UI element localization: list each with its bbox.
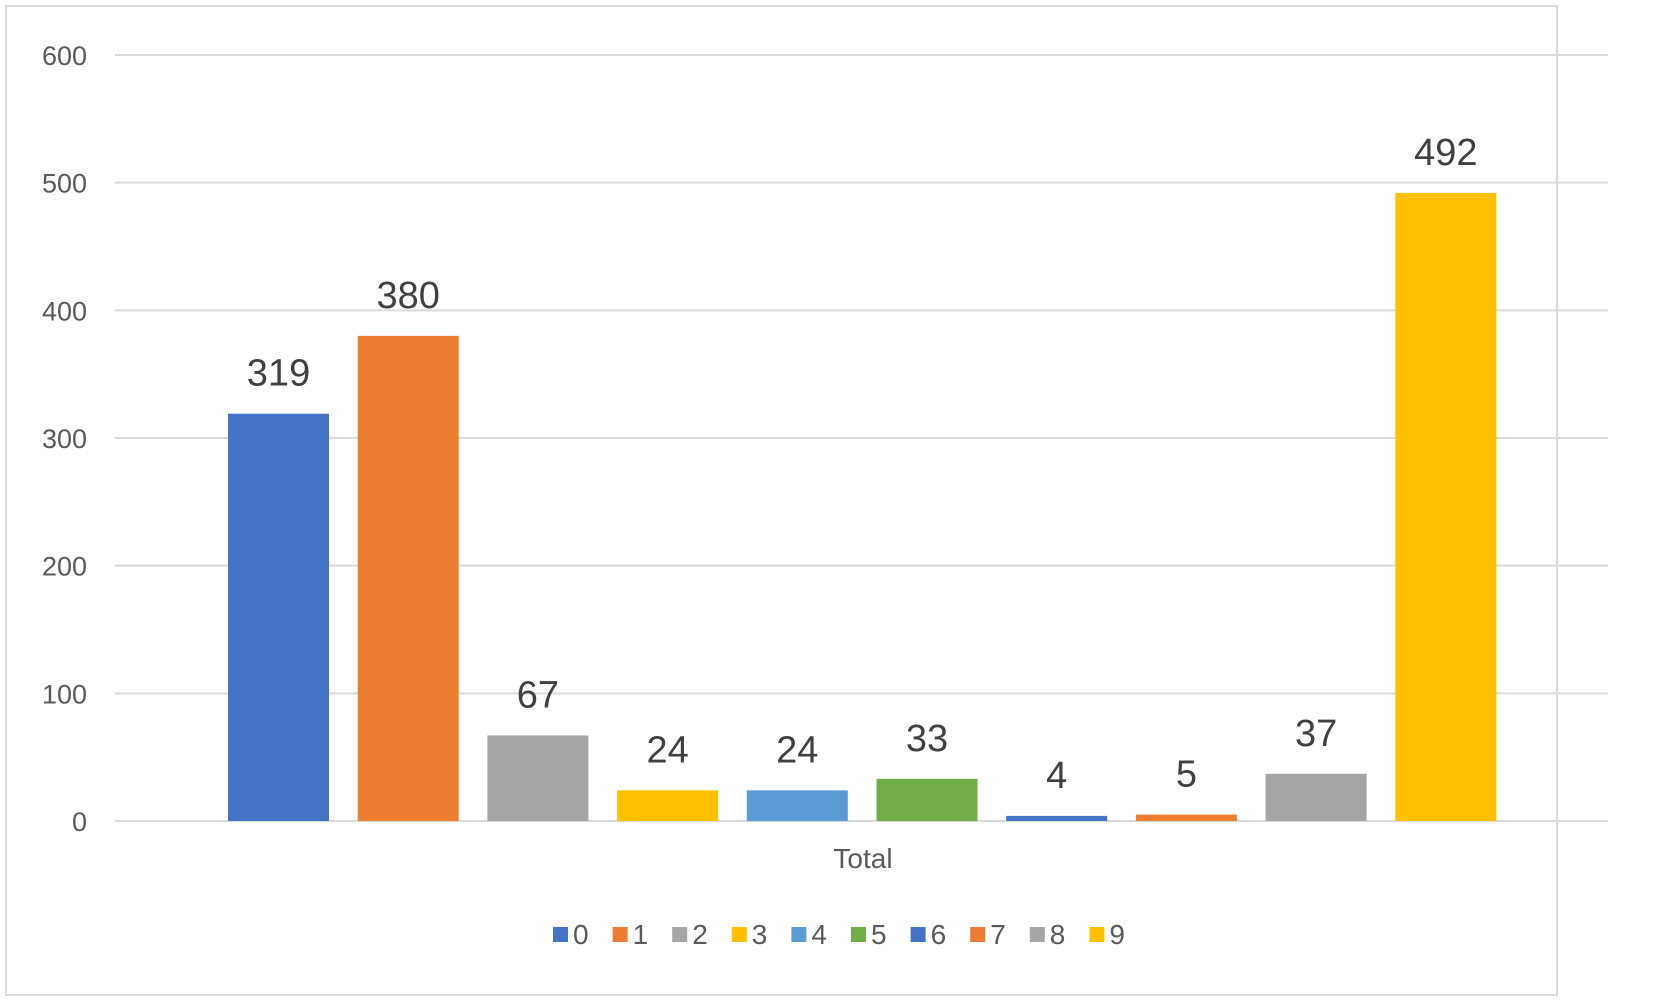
data-label-series-2: 67 xyxy=(517,674,559,716)
legend-swatch xyxy=(612,927,628,942)
legend-item-3: 3 xyxy=(731,919,768,950)
data-labels: 319 380 67 24 24 33 4 5 37 492 xyxy=(247,132,1478,797)
legend-swatch xyxy=(791,927,807,942)
data-label-series-1: 380 xyxy=(376,275,439,317)
legend-label: 8 xyxy=(1050,919,1066,950)
bar-series-6 xyxy=(1006,815,1108,821)
y-tick-label: 100 xyxy=(42,679,87,709)
legend-swatch xyxy=(553,927,568,942)
bar-series-4 xyxy=(746,790,848,821)
bar-series-0 xyxy=(228,413,329,821)
legend-item-9: 9 xyxy=(1089,919,1125,950)
legend-swatch xyxy=(851,927,866,942)
bar-series-2 xyxy=(487,735,589,821)
bar-series-9 xyxy=(1395,192,1497,821)
y-tick-label: 500 xyxy=(42,169,87,199)
y-tick-label: 600 xyxy=(42,41,87,71)
legend-swatch xyxy=(731,927,747,942)
data-label-series-0: 319 xyxy=(247,353,310,395)
data-label-series-7: 5 xyxy=(1176,754,1197,796)
data-label-series-3: 24 xyxy=(646,729,688,771)
data-label-series-9: 492 xyxy=(1414,132,1477,174)
legend-label: 7 xyxy=(990,919,1006,950)
y-tick-label: 0 xyxy=(72,807,87,837)
y-tick-label: 400 xyxy=(42,296,87,326)
legend-item-0: 0 xyxy=(553,919,589,950)
gridlines xyxy=(115,54,1608,822)
legend-item-8: 8 xyxy=(1029,919,1066,950)
legend-swatch xyxy=(910,927,926,942)
data-label-series-5: 33 xyxy=(906,718,948,760)
bar-series-3 xyxy=(617,790,719,821)
legend-label: 3 xyxy=(752,919,768,950)
x-category-label: Total xyxy=(833,843,892,874)
legend-swatch xyxy=(970,927,986,942)
legend-label: 0 xyxy=(573,919,589,950)
legend-swatch xyxy=(672,927,688,942)
data-label-series-4: 24 xyxy=(776,729,818,771)
legend-item-4: 4 xyxy=(791,919,827,950)
legend-item-7: 7 xyxy=(970,919,1006,950)
legend-label: 5 xyxy=(871,919,887,950)
data-label-series-6: 4 xyxy=(1046,755,1067,797)
legend-item-6: 6 xyxy=(910,919,947,950)
bars xyxy=(228,192,1497,821)
y-tick-label: 300 xyxy=(42,424,87,454)
bar-series-5 xyxy=(876,778,978,821)
legend-label: 1 xyxy=(633,919,649,950)
legend-item-5: 5 xyxy=(851,919,887,950)
bar-series-7 xyxy=(1135,814,1237,821)
legend-label: 2 xyxy=(692,919,708,950)
legend-label: 4 xyxy=(811,919,827,950)
legend: 0 1 2 3 4 5 6 7 8 9 xyxy=(553,919,1125,950)
x-axis: Total xyxy=(833,843,892,874)
legend-item-1: 1 xyxy=(612,919,649,950)
legend-swatch xyxy=(1089,927,1105,942)
bar-series-8 xyxy=(1265,773,1367,821)
y-tick-label: 200 xyxy=(42,552,87,582)
legend-item-2: 2 xyxy=(672,919,708,950)
legend-label: 6 xyxy=(931,919,947,950)
legend-swatch xyxy=(1029,927,1045,942)
legend-label: 9 xyxy=(1109,919,1125,950)
bar-series-1 xyxy=(357,335,459,821)
y-axis: 0 100 200 300 400 500 600 xyxy=(42,41,87,837)
data-label-series-8: 37 xyxy=(1295,713,1337,755)
